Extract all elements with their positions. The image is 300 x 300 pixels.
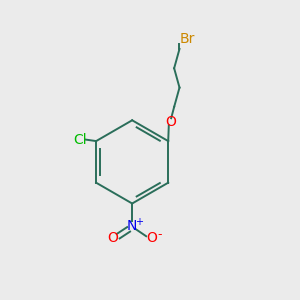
Text: +: + bbox=[135, 217, 143, 227]
Text: Br: Br bbox=[179, 32, 195, 46]
Text: N: N bbox=[127, 219, 137, 233]
Text: O: O bbox=[107, 231, 118, 245]
Text: O: O bbox=[146, 231, 157, 245]
Text: -: - bbox=[158, 228, 162, 241]
Text: O: O bbox=[166, 115, 177, 129]
Text: Cl: Cl bbox=[73, 133, 87, 147]
